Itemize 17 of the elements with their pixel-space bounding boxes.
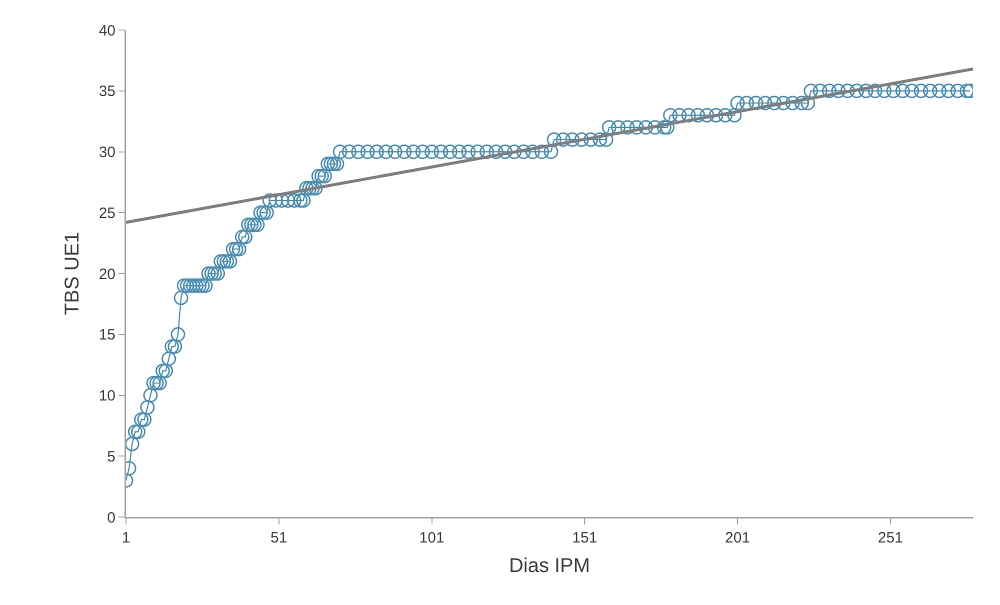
y-tick-label: 0 bbox=[107, 509, 116, 526]
x-tick-label: 101 bbox=[419, 530, 444, 546]
y-tick-label: 15 bbox=[98, 326, 116, 344]
y-tick-label: 20 bbox=[98, 266, 116, 283]
y-tick-label: 5 bbox=[107, 448, 116, 466]
y-axis-title: TBS UE1 bbox=[62, 232, 84, 316]
x-tick-label: 201 bbox=[725, 530, 750, 546]
x-tick-label: 151 bbox=[572, 530, 598, 546]
x-tick-label: 51 bbox=[270, 530, 288, 546]
x-axis-title: Dias IPM bbox=[508, 554, 590, 577]
x-tick-label: 1 bbox=[122, 530, 130, 546]
x-tick-label: 251 bbox=[878, 530, 903, 546]
y-tick-label: 10 bbox=[98, 388, 116, 404]
y-tick-label: 35 bbox=[98, 83, 116, 100]
y-tick-label: 40 bbox=[98, 22, 116, 40]
y-tick-label: 25 bbox=[98, 204, 116, 222]
y-tick-label: 30 bbox=[98, 144, 116, 161]
